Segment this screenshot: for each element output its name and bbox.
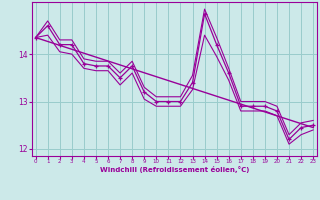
X-axis label: Windchill (Refroidissement éolien,°C): Windchill (Refroidissement éolien,°C) [100,166,249,173]
